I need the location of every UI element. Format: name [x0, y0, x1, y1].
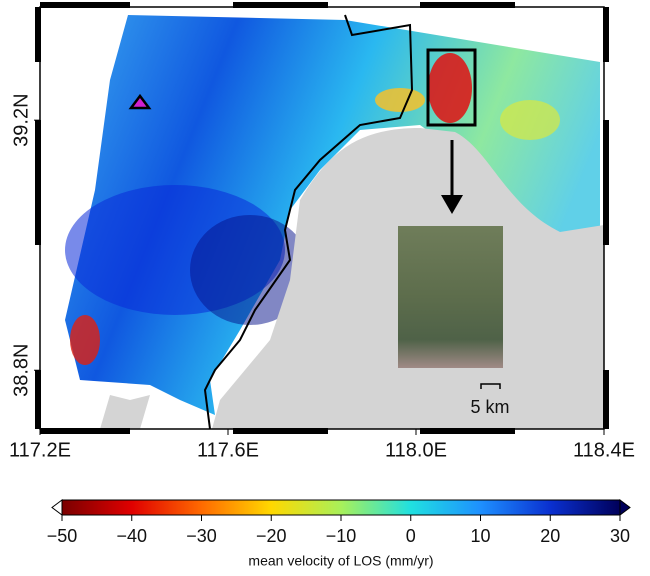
colorbar-tick-label: 20: [540, 526, 560, 546]
lat-tick-label: 39.2N: [10, 93, 32, 146]
velocity-blob: [500, 100, 560, 140]
velocity-blob: [70, 315, 100, 365]
colorbar-tick-label: −30: [186, 526, 217, 546]
lon-tick-label: 117.2E: [9, 439, 71, 461]
lon-tick-label: 118.0E: [385, 439, 447, 461]
colorbar-tick-label: −20: [256, 526, 287, 546]
colorbar-tick-label: −10: [326, 526, 357, 546]
scale-label: 5 km: [470, 397, 509, 417]
colorbar: [62, 500, 620, 515]
velocity-blob: [375, 88, 425, 112]
colorbar-high-end: [620, 500, 630, 515]
colorbar-tick-label: −40: [116, 526, 147, 546]
map-figure: 5 km mean velocity of LOS (mm/yr) 117.2E…: [0, 0, 650, 576]
lon-tick-label: 117.6E: [197, 439, 259, 461]
map-body: 5 km: [35, 2, 609, 434]
inset-photo: [398, 226, 503, 368]
colorbar-tick-label: 0: [406, 526, 416, 546]
colorbar-tick-label: −50: [47, 526, 78, 546]
colorbar-tick-label: 10: [470, 526, 490, 546]
colorbar-low-end: [52, 500, 62, 515]
lat-tick-label: 38.8N: [10, 344, 32, 397]
colorbar-tick-label: 30: [610, 526, 630, 546]
velocity-blob: [428, 53, 472, 123]
lon-tick-label: 118.4E: [573, 439, 635, 461]
colorbar-label: mean velocity of LOS (mm/yr): [248, 553, 433, 569]
